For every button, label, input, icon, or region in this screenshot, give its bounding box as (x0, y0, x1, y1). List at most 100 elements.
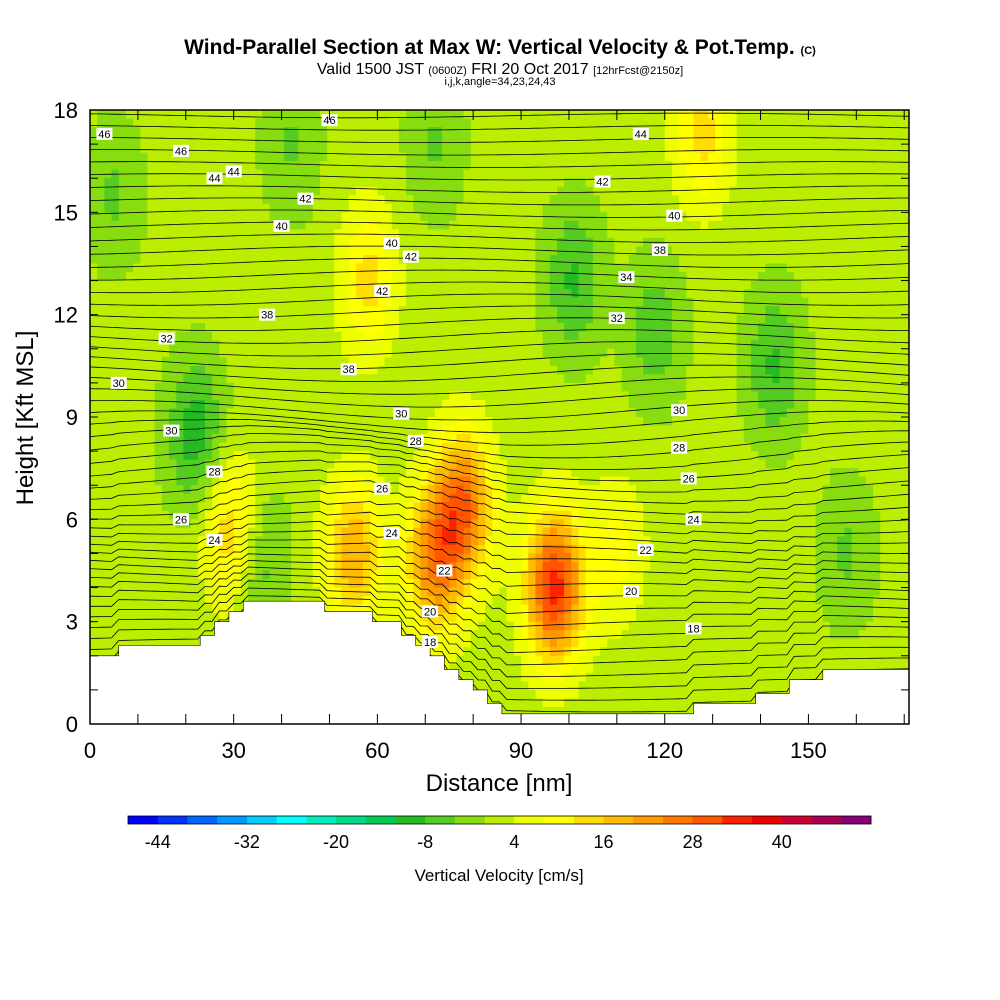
velocity-cell (873, 459, 881, 469)
velocity-cell (549, 348, 558, 358)
velocity-cell (628, 365, 637, 375)
velocity-cell (592, 417, 601, 427)
velocity-cell (434, 195, 443, 205)
velocity-cell (880, 391, 889, 401)
velocity-cell (592, 306, 601, 316)
velocity-cell (133, 118, 141, 128)
velocity-cell (614, 289, 623, 299)
velocity-cell (513, 135, 522, 145)
velocity-cell (693, 323, 702, 333)
velocity-cell (786, 263, 795, 273)
velocity-cell (664, 263, 673, 273)
velocity-cell (743, 254, 752, 265)
velocity-cell (750, 459, 759, 469)
velocity-cell (477, 382, 486, 393)
velocity-cell (420, 365, 429, 375)
velocity-cell (858, 314, 867, 324)
velocity-cell (614, 476, 623, 486)
velocity-cell (283, 280, 292, 290)
velocity-cell (571, 263, 580, 273)
velocity-cell (140, 118, 149, 128)
velocity-cell (420, 263, 429, 273)
velocity-cell (233, 306, 242, 316)
velocity-cell (628, 323, 637, 333)
velocity-cell (348, 348, 357, 358)
velocity-cell (154, 144, 163, 154)
velocity-cell (528, 442, 537, 452)
velocity-cell (829, 408, 838, 418)
velocity-cell (176, 263, 184, 273)
velocity-cell (183, 297, 192, 307)
velocity-cell (679, 254, 687, 265)
velocity-cell (255, 434, 264, 444)
velocity-cell (700, 127, 709, 137)
velocity-cell (212, 442, 220, 452)
velocity-cell (470, 152, 479, 162)
velocity-cell (190, 135, 199, 145)
velocity-cell (197, 263, 206, 273)
velocity-cell (664, 272, 673, 282)
velocity-cell (125, 246, 134, 256)
velocity-cell (226, 434, 235, 444)
velocity-cell (786, 212, 795, 222)
velocity-cell (125, 203, 134, 213)
velocity-cell (628, 408, 637, 418)
velocity-cell (636, 161, 644, 171)
velocity-cell (348, 468, 357, 478)
velocity-cell (607, 306, 616, 316)
velocity-cell (592, 476, 601, 486)
velocity-cell (154, 442, 163, 452)
velocity-cell (578, 323, 587, 333)
velocity-cell (873, 331, 881, 341)
velocity-cell (97, 212, 105, 222)
velocity-cell (901, 110, 909, 120)
velocity-cell (779, 195, 788, 205)
velocity-cell (786, 280, 795, 290)
velocity-cell (190, 382, 199, 393)
velocity-cell (887, 442, 896, 452)
velocity-cell (262, 237, 271, 248)
velocity-cell (391, 152, 400, 162)
velocity-cell (513, 127, 522, 137)
velocity-cell (880, 272, 889, 282)
velocity-cell (248, 340, 256, 350)
velocity-cell (679, 289, 687, 299)
velocity-cell (865, 306, 874, 316)
velocity-cell (786, 118, 795, 128)
velocity-cell (750, 280, 759, 290)
velocity-cell (750, 135, 759, 145)
velocity-cell (492, 263, 501, 273)
velocity-cell (363, 314, 371, 324)
velocity-cell (873, 161, 881, 171)
velocity-cell (657, 110, 666, 120)
velocity-cell (873, 417, 881, 427)
velocity-cell (176, 425, 184, 435)
velocity-cell (808, 468, 817, 478)
velocity-cell (147, 459, 156, 469)
velocity-cell (147, 297, 156, 307)
velocity-cell (413, 186, 422, 196)
velocity-cell (600, 169, 608, 179)
velocity-cell (715, 212, 723, 222)
velocity-cell (549, 468, 558, 478)
velocity-cell (722, 186, 730, 196)
velocity-cell (334, 425, 343, 435)
velocity-cell (406, 161, 414, 171)
velocity-cell (643, 417, 651, 427)
velocity-cell (671, 169, 680, 179)
velocity-cell (341, 323, 350, 333)
velocity-cell (305, 203, 314, 213)
velocity-cell (794, 186, 802, 196)
velocity-cell (664, 365, 673, 375)
velocity-cell (449, 476, 457, 486)
velocity-cell (154, 212, 163, 222)
velocity-cell (628, 246, 637, 256)
velocity-cell (183, 459, 192, 469)
velocity-cell (837, 237, 845, 248)
velocity-cell (549, 152, 558, 162)
velocity-cell (758, 451, 766, 461)
velocity-cell (779, 399, 788, 410)
velocity-cell (463, 272, 472, 282)
velocity-cell (398, 459, 407, 469)
velocity-cell (90, 135, 98, 145)
